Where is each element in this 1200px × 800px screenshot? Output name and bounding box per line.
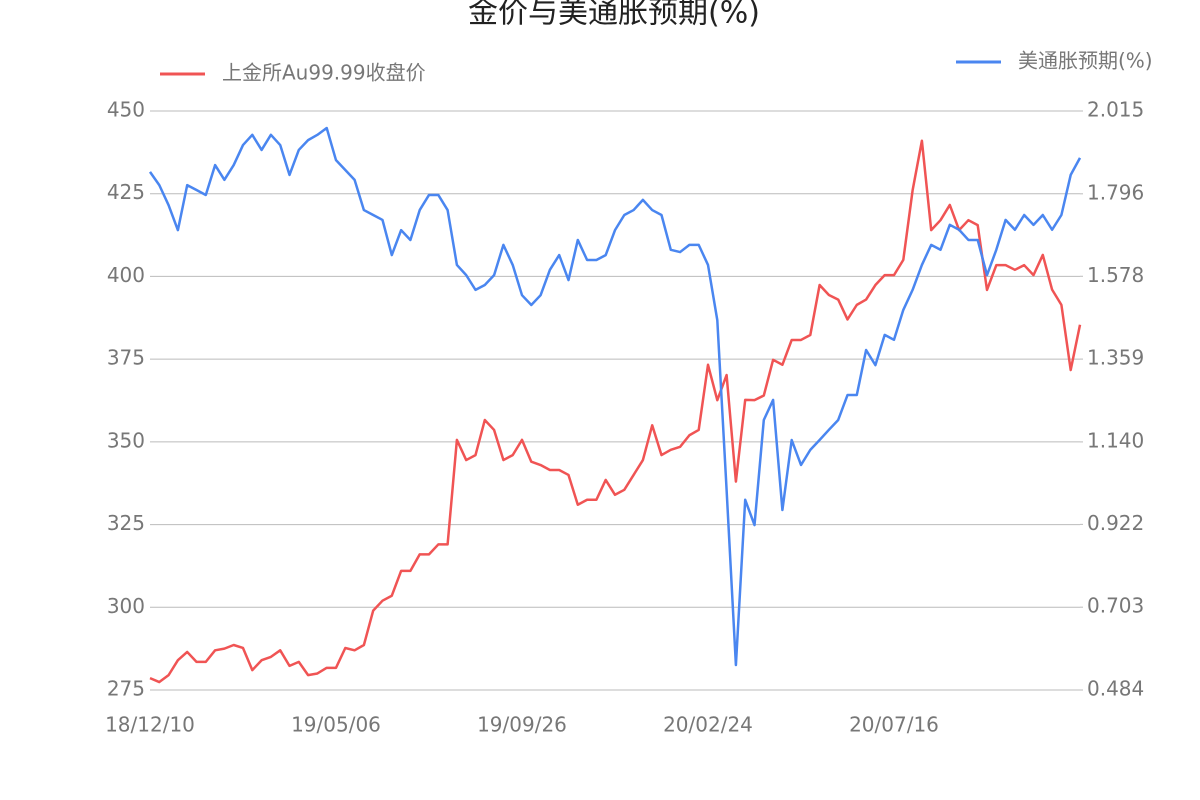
x-tick-label: 19/05/06 [291, 713, 381, 737]
legend-label: 美通胀预期(%) [1018, 49, 1153, 73]
x-tick-label: 18/12/10 [105, 713, 195, 737]
y-tick-label: 275 [107, 677, 145, 701]
y2-tick-label: 2.015 [1087, 98, 1144, 122]
y-tick-label: 300 [107, 594, 145, 618]
y2-tick-label: 0.484 [1087, 677, 1144, 701]
chart-title: 金价与美通胀预期(%) [468, 0, 760, 31]
y2-tick-label: 1.359 [1087, 346, 1144, 370]
y-tick-label: 450 [107, 98, 145, 122]
series-line [148, 126, 1082, 667]
y2-tick-label: 1.140 [1087, 428, 1144, 452]
y2-tick-label: 1.578 [1087, 263, 1144, 287]
y-tick-label: 400 [107, 263, 145, 287]
y-tick-label: 350 [107, 428, 145, 452]
y-tick-label: 325 [107, 511, 145, 535]
y2-tick-label: 0.922 [1087, 511, 1144, 535]
x-tick-label: 20/02/24 [663, 713, 753, 737]
y2-tick-label: 1.796 [1087, 180, 1144, 204]
x-tick-label: 19/09/26 [477, 713, 567, 737]
legend-label: 上金所Au99.99收盘价 [222, 61, 426, 85]
series-line [149, 139, 1082, 684]
x-tick-label: 20/07/16 [849, 713, 939, 737]
y-tick-label: 375 [107, 346, 145, 370]
y2-tick-label: 0.703 [1087, 594, 1144, 618]
y-tick-label: 425 [107, 180, 145, 204]
